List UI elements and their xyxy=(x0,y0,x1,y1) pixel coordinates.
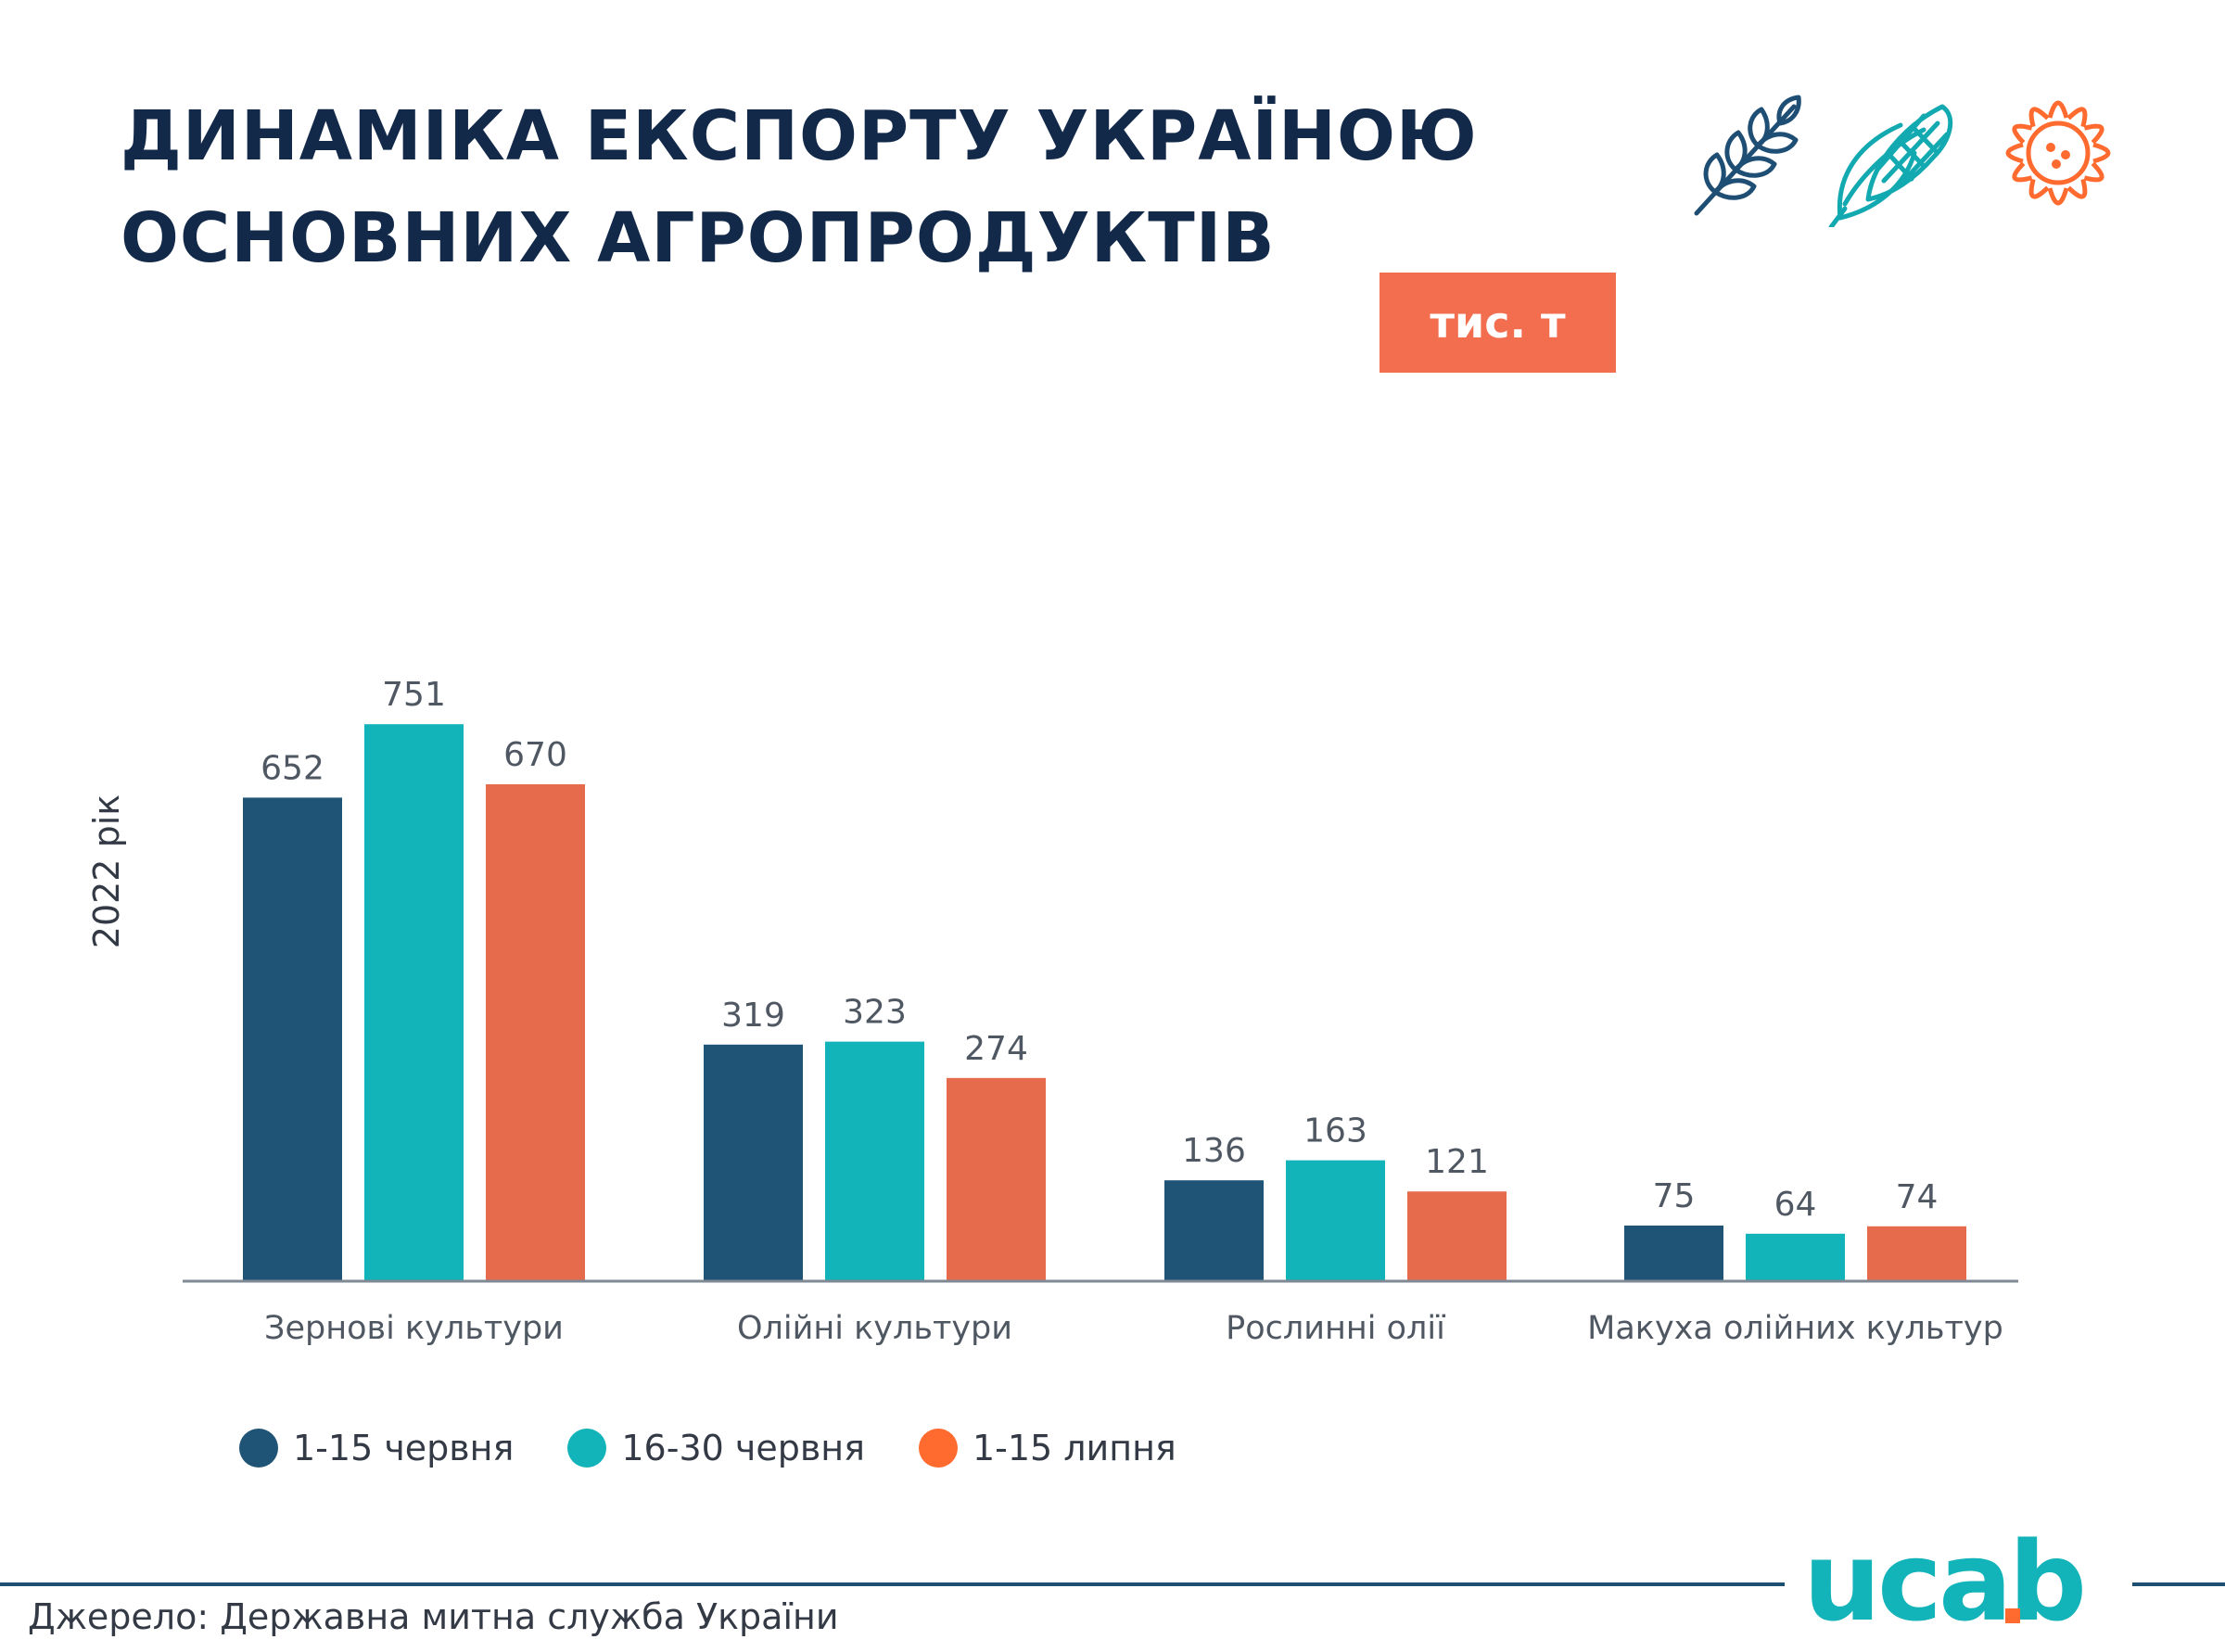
bar xyxy=(486,784,585,1281)
legend-swatch xyxy=(918,1429,958,1468)
bar xyxy=(947,1077,1046,1281)
legend-label: 1-15 червня xyxy=(293,1428,515,1468)
legend-item: 1-15 червня xyxy=(239,1428,514,1468)
data-label: 64 xyxy=(1774,1186,1817,1224)
bar xyxy=(1746,1233,1845,1281)
data-label: 274 xyxy=(964,1030,1028,1068)
data-label: 751 xyxy=(382,676,446,714)
chart-legend: 1-15 червня 16-30 червня 1-15 липня xyxy=(239,1428,1230,1468)
wheat-icon xyxy=(1694,95,1801,216)
legend-swatch xyxy=(567,1429,607,1468)
category-label: Рослинні олії xyxy=(1226,1310,1445,1347)
title-line-1: ДИНАМІКА ЕКСПОРТУ УКРАЇНОЮ xyxy=(121,96,1478,176)
bar xyxy=(1286,1160,1385,1281)
page-title: ДИНАМІКА ЕКСПОРТУ УКРАЇНОЮ ОСНОВНИХ АГРО… xyxy=(121,85,1478,289)
data-label: 323 xyxy=(843,994,907,1032)
category-label: Олійні культури xyxy=(737,1310,1012,1347)
title-line-2: ОСНОВНИХ АГРОПРОДУКТІВ xyxy=(121,198,1276,278)
bar-chart: 652 751 670 319 323 274 136 163 121 75 64 74 Зернов… xyxy=(86,676,2018,1347)
bar xyxy=(1867,1226,1966,1281)
bar xyxy=(1624,1226,1723,1281)
source-note: Джерело: Державна митна служба України xyxy=(28,1596,839,1637)
footer-line-left xyxy=(0,1582,1785,1586)
bar xyxy=(243,797,342,1281)
footer-line-right xyxy=(2132,1582,2225,1586)
sunflower-icon xyxy=(2005,100,2111,206)
bar xyxy=(704,1044,803,1281)
legend-item: 1-15 липня xyxy=(918,1428,1176,1468)
category-label: Зернові культури xyxy=(264,1310,564,1347)
crop-icons xyxy=(1687,88,2132,230)
data-label: 121 xyxy=(1425,1143,1489,1181)
data-label: 75 xyxy=(1653,1177,1696,1215)
category-label: Макуха олійних культур xyxy=(1587,1310,2003,1347)
legend-label: 1-15 липня xyxy=(972,1428,1176,1468)
bar xyxy=(364,724,464,1281)
bar xyxy=(825,1041,924,1281)
data-label: 670 xyxy=(503,736,567,774)
data-label: 74 xyxy=(1896,1178,1939,1216)
legend-item: 16-30 червня xyxy=(567,1428,865,1468)
data-label: 136 xyxy=(1182,1132,1246,1170)
corn-icon xyxy=(1828,104,1953,230)
bar xyxy=(1164,1180,1264,1281)
legend-label: 16-30 червня xyxy=(621,1428,865,1468)
svg-text:ucab: ucab xyxy=(1803,1534,2083,1632)
legend-swatch xyxy=(239,1429,278,1468)
unit-badge: тис. т xyxy=(1380,273,1616,373)
data-label: 163 xyxy=(1303,1112,1367,1150)
data-label: 319 xyxy=(721,997,785,1035)
data-label: 652 xyxy=(261,749,324,787)
y-axis-label: 2022 рік xyxy=(86,794,127,948)
ucab-logo: ucab xyxy=(1803,1518,2118,1646)
bar xyxy=(1407,1191,1507,1281)
